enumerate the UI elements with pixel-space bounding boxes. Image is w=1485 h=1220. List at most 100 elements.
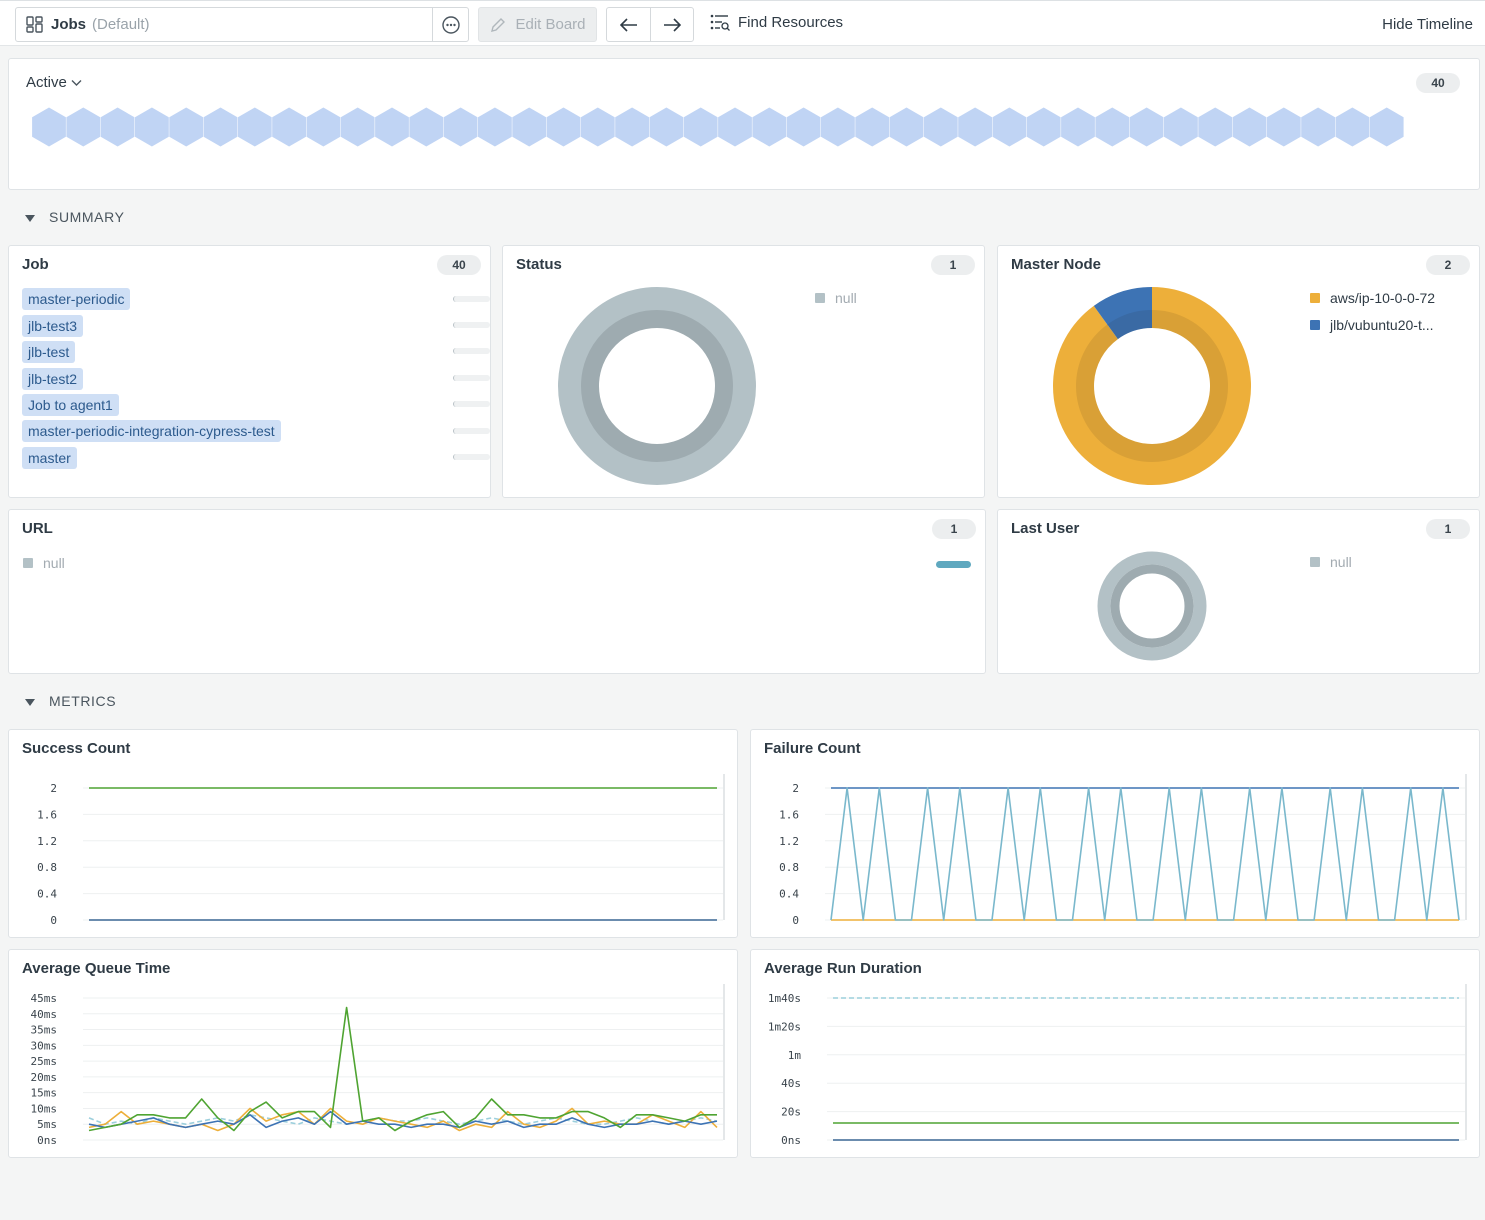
y-tick-label: 2 xyxy=(50,782,57,795)
last-user-legend-item[interactable]: null xyxy=(1310,554,1352,570)
active-job-hexagon[interactable] xyxy=(1335,107,1370,147)
active-job-hexagon[interactable] xyxy=(1095,107,1130,147)
active-job-hexagon[interactable] xyxy=(1129,107,1164,147)
job-item-jlb-test3[interactable]: jlb-test3 xyxy=(22,315,84,337)
chart-series-line[interactable] xyxy=(830,787,1460,921)
donut-slice[interactable] xyxy=(1093,287,1153,326)
y-tick-label: 20ms xyxy=(31,1071,58,1084)
active-job-hexagon[interactable] xyxy=(992,107,1027,147)
active-job-hexagon[interactable] xyxy=(1232,107,1267,147)
chart-title: Average Queue Time xyxy=(22,960,171,977)
active-job-hexagon[interactable] xyxy=(169,107,204,147)
active-filter-dropdown[interactable]: Active xyxy=(26,74,82,91)
timeline-nav xyxy=(606,7,694,42)
active-job-hexagon[interactable] xyxy=(512,107,547,147)
y-tick-label: 30ms xyxy=(31,1039,58,1052)
active-hexagon-grid xyxy=(32,107,1404,147)
active-job-hexagon[interactable] xyxy=(1369,107,1404,147)
status-donut-chart[interactable] xyxy=(557,286,757,486)
last-user-donut-chart[interactable] xyxy=(1096,550,1208,662)
master-node-legend-item-aws[interactable]: aws/ip-10-0-0-72 xyxy=(1310,290,1435,306)
board-selector[interactable]: Jobs (Default) xyxy=(15,7,469,42)
average-queue-time-chart[interactable]: 45ms 40ms 35ms 30ms 25ms 20ms 15ms 10ms 5ms 0ns xyxy=(9,950,737,1157)
metrics-section-toggle[interactable]: METRICS xyxy=(25,693,116,709)
chart-series-line[interactable] xyxy=(88,1006,717,1132)
failure-count-chart[interactable]: 2 1.6 1.2 0.8 0.4 0 xyxy=(751,730,1479,937)
summary-section-toggle[interactable]: SUMMARY xyxy=(25,209,125,225)
job-item-job-to-agent1[interactable]: Job to agent1 xyxy=(22,394,119,416)
back-button[interactable] xyxy=(607,8,650,41)
active-job-hexagon[interactable] xyxy=(203,107,238,147)
active-job-hexagon[interactable] xyxy=(443,107,478,147)
success-count-chart[interactable]: 2 1.6 1.2 0.8 0.4 0 xyxy=(9,730,737,937)
y-tick-label: 2 xyxy=(792,782,799,795)
board-grid-icon xyxy=(26,16,43,33)
average-queue-time-panel: Average Queue Time 45ms 40ms 35ms 30ms 25ms 2… xyxy=(8,949,738,1158)
legend-swatch xyxy=(1310,557,1320,567)
url-legend-item[interactable]: null xyxy=(23,555,65,571)
active-job-hexagon[interactable] xyxy=(1301,107,1335,147)
active-job-hexagon[interactable] xyxy=(375,107,409,147)
last-user-legend-label: null xyxy=(1330,554,1352,570)
active-job-hexagon[interactable] xyxy=(546,107,581,147)
pencil-icon xyxy=(491,17,506,32)
status-legend-item[interactable]: null xyxy=(815,290,857,306)
y-tick-label: 40ms xyxy=(31,1008,58,1021)
active-job-hexagon[interactable] xyxy=(306,107,341,147)
active-job-hexagon[interactable] xyxy=(580,107,615,147)
active-job-hexagon[interactable] xyxy=(66,107,101,147)
active-job-hexagon[interactable] xyxy=(958,107,992,147)
active-job-hexagon[interactable] xyxy=(752,107,787,147)
active-job-hexagon[interactable] xyxy=(1266,107,1301,147)
job-item-jlb-test2[interactable]: jlb-test2 xyxy=(22,368,84,390)
active-job-hexagon[interactable] xyxy=(100,107,135,147)
last-user-panel-title: Last User xyxy=(1011,520,1080,537)
active-job-hexagon[interactable] xyxy=(855,107,890,147)
active-job-hexagon[interactable] xyxy=(718,107,752,147)
y-tick-label: 1m xyxy=(788,1049,802,1062)
active-job-hexagon[interactable] xyxy=(32,107,66,147)
average-run-duration-panel: Average Run Duration 1m40s 1m20s 1m 40s 20s 0… xyxy=(750,949,1480,1158)
job-item-cypress-test[interactable]: master-periodic-integration-cypress-test xyxy=(22,420,281,442)
active-job-hexagon[interactable] xyxy=(409,107,444,147)
active-job-hexagon[interactable] xyxy=(649,107,684,147)
active-job-hexagon[interactable] xyxy=(683,107,718,147)
edit-board-button[interactable]: Edit Board xyxy=(478,7,597,42)
active-job-hexagon[interactable] xyxy=(1061,107,1095,147)
active-job-hexagon[interactable] xyxy=(1198,107,1233,147)
master-node-legend-item-jlb[interactable]: jlb/vubuntu20-t... xyxy=(1310,317,1434,333)
job-panel: Job 40 master-periodic jlb-test3 jlb-tes… xyxy=(8,245,491,498)
chevron-down-icon xyxy=(71,79,82,86)
hide-timeline-button[interactable]: Hide Timeline xyxy=(1382,16,1473,33)
active-job-hexagon[interactable] xyxy=(923,107,958,147)
board-options-button[interactable] xyxy=(432,8,468,41)
donut-slice-inner[interactable] xyxy=(1107,310,1153,340)
active-job-hexagon[interactable] xyxy=(340,107,375,147)
active-job-hexagon[interactable] xyxy=(1026,107,1061,147)
donut-slice-inner[interactable] xyxy=(1076,310,1228,462)
find-resources-button[interactable]: Find Resources xyxy=(710,13,843,31)
forward-button[interactable] xyxy=(650,8,693,41)
active-job-hexagon[interactable] xyxy=(889,107,924,147)
chart-title: Success Count xyxy=(22,740,131,757)
active-job-hexagon[interactable] xyxy=(272,107,306,147)
active-job-hexagon[interactable] xyxy=(478,107,512,147)
legend-swatch xyxy=(23,558,33,568)
success-count-panel: Success Count 2 1.6 1.2 0.8 0.4 0 xyxy=(8,729,738,938)
job-item-jlb-test[interactable]: jlb-test xyxy=(22,341,76,363)
y-tick-label: 0 xyxy=(50,914,57,927)
active-job-hexagon[interactable] xyxy=(135,107,169,147)
active-job-hexagon[interactable] xyxy=(237,107,272,147)
donut-slice[interactable] xyxy=(1053,287,1251,485)
job-item-master[interactable]: master xyxy=(22,447,77,469)
active-job-hexagon[interactable] xyxy=(786,107,821,147)
active-job-hexagon[interactable] xyxy=(615,107,649,147)
active-job-hexagon[interactable] xyxy=(821,107,855,147)
legend-swatch xyxy=(1310,320,1320,330)
master-node-donut-chart[interactable] xyxy=(1052,286,1252,486)
active-job-hexagon[interactable] xyxy=(1164,107,1198,147)
last-user-panel: Last User 1 null xyxy=(997,509,1480,674)
job-item-master-periodic[interactable]: master-periodic xyxy=(22,288,131,310)
url-legend-label: null xyxy=(43,555,65,571)
